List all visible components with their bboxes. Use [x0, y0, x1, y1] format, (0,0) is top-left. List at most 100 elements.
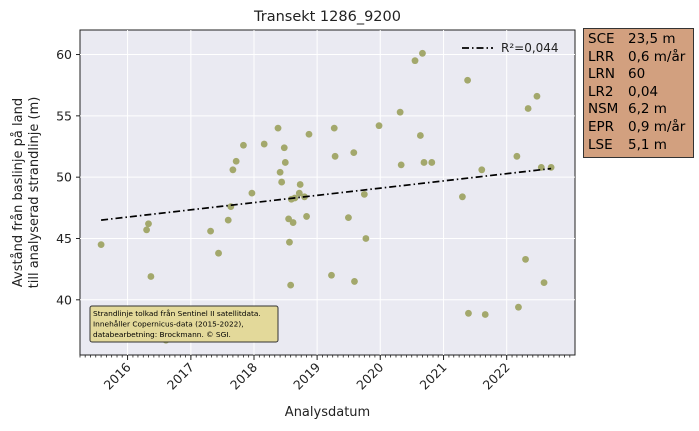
- data-point: [276, 168, 284, 176]
- data-point: [281, 159, 289, 166]
- stat-value: 0,04: [628, 83, 659, 100]
- note-line: Strandlinje tolkad från Sentinel II sate…: [93, 309, 261, 318]
- x-axis: 2016 2017 2018 2019 2020 2021 2022: [101, 355, 513, 393]
- data-point: [285, 215, 292, 223]
- data-point: [280, 144, 288, 152]
- data-point: [396, 108, 404, 116]
- stat-row: LRN 60: [588, 66, 693, 84]
- x-axis-label: Analysdatum: [285, 405, 370, 420]
- y-tick-label: 55: [56, 108, 72, 123]
- data-point: [248, 189, 256, 197]
- data-point: [515, 303, 522, 311]
- data-point: [224, 216, 232, 224]
- y-axis-label-line2: till analyserad strandlinje (m): [27, 97, 42, 289]
- data-point: [459, 193, 466, 201]
- chart-title: Transekt 1286_9200: [253, 9, 401, 25]
- data-point: [240, 141, 247, 149]
- stat-key: NSM: [588, 101, 619, 118]
- stat-key: EPR: [588, 118, 615, 135]
- stat-value: 60: [628, 66, 646, 83]
- data-point: [287, 281, 295, 289]
- y-tick-label: 45: [56, 231, 72, 246]
- data-point: [289, 219, 297, 226]
- data-point: [328, 271, 335, 279]
- trend-line: [101, 167, 552, 221]
- data-point: [305, 130, 313, 138]
- stat-row: LRR 0,6 m/år: [588, 49, 693, 67]
- stat-row: NSM 6,2 m: [588, 101, 693, 119]
- data-point: [232, 157, 240, 165]
- stat-row: LR2 0,04: [588, 84, 693, 102]
- stat-key: LRR: [588, 48, 615, 65]
- data-point: [97, 241, 105, 249]
- plot-area: [79, 29, 576, 356]
- y-tick-label: 40: [56, 292, 72, 307]
- data-point: [547, 163, 555, 171]
- data-point: [330, 124, 338, 132]
- stat-row: EPR 0,9 m/år: [588, 119, 693, 137]
- data-point: [145, 220, 152, 228]
- data-point: [522, 255, 529, 263]
- data-point: [428, 159, 436, 166]
- stat-key: LR2: [588, 83, 614, 100]
- y-axis-label-line1: Avstånd från baslinje på land: [11, 98, 26, 287]
- stat-row: SCE 23,5 m: [588, 31, 693, 49]
- data-point: [540, 279, 548, 287]
- data-point: [295, 189, 303, 197]
- stat-value: 23,5 m: [628, 31, 676, 47]
- x-tick-label: 2020: [353, 359, 386, 392]
- data-point: [303, 213, 310, 220]
- data-point: [362, 235, 370, 242]
- note-line: databearbetning: Brockmann. © SGI.: [93, 330, 231, 339]
- y-tick-label: 50: [56, 170, 72, 185]
- data-point: [420, 159, 428, 166]
- stat-key: LRN: [588, 66, 615, 83]
- data-point: [296, 181, 304, 188]
- stat-value: 0,9 m/år: [628, 118, 686, 135]
- data-point: [533, 92, 541, 100]
- x-tick-label: 2019: [290, 359, 323, 392]
- data-point: [350, 149, 358, 157]
- data-point: [278, 178, 286, 186]
- x-tick-label: 2022: [480, 360, 513, 393]
- data-point: [147, 273, 155, 280]
- data-point: [464, 76, 471, 84]
- y-tick-label: 60: [56, 47, 72, 62]
- statistics-box: SCE 23,5 m LRR 0,6 m/år LRN 60 LR2 0,04 NSM 6…: [583, 28, 694, 158]
- data-point: [207, 227, 214, 235]
- stat-value: 6,2 m: [628, 101, 667, 118]
- data-point: [416, 132, 424, 139]
- data-point: [465, 309, 472, 317]
- x-tick-label: 2018: [227, 359, 260, 392]
- data-point: [360, 190, 368, 198]
- data-point: [481, 311, 489, 318]
- data-source-note: Strandlinje tolkad från Sentinel II sate…: [89, 305, 279, 343]
- data-point: [274, 124, 282, 132]
- data-point: [286, 238, 293, 246]
- data-point: [345, 214, 352, 222]
- data-point: [375, 122, 383, 130]
- data-point: [397, 161, 405, 169]
- data-point: [419, 49, 426, 57]
- stat-value: 0,6 m/år: [628, 48, 686, 65]
- data-point: [215, 249, 222, 257]
- data-point: [351, 278, 358, 285]
- x-tick-label: 2021: [417, 360, 450, 393]
- data-point: [411, 57, 419, 65]
- legend-label: R²=0,044: [501, 41, 559, 55]
- stat-value: 5,1 m: [628, 136, 667, 153]
- data-point: [143, 226, 150, 234]
- legend: R²=0,044: [462, 41, 559, 55]
- y-axis: 40 45 50 55 60: [56, 47, 80, 307]
- data-point: [524, 105, 532, 112]
- note-box: [89, 305, 279, 343]
- x-tick-label: 2017: [164, 360, 197, 393]
- note-line: Innehåller Copernicus-data (2015-2022),: [93, 320, 244, 329]
- data-point: [513, 152, 521, 160]
- data-point: [229, 166, 237, 174]
- stat-key: SCE: [588, 31, 615, 47]
- stat-row: LSE 5,1 m: [588, 137, 693, 155]
- stat-key: LSE: [588, 136, 613, 153]
- data-points: [97, 49, 555, 344]
